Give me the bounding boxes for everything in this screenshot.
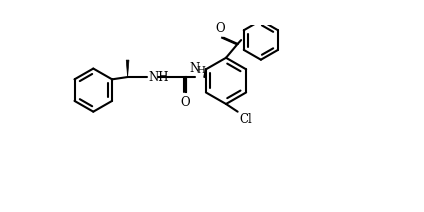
Text: N: N [190,63,200,75]
Text: Cl: Cl [239,113,252,126]
Text: H: H [197,67,206,75]
Text: NH: NH [148,71,169,84]
Text: O: O [215,22,225,35]
Text: O: O [180,96,190,109]
Polygon shape [126,60,129,77]
